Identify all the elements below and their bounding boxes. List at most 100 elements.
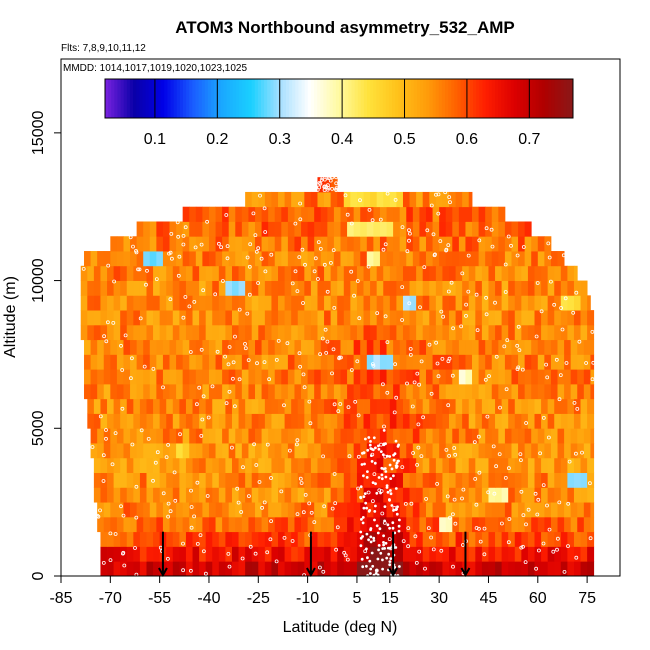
- colorbar-cell: [501, 79, 505, 118]
- heatmap-cell: [281, 502, 289, 518]
- heatmap-cell: [100, 280, 108, 296]
- measurement-point: [524, 522, 528, 527]
- measurement-point: [366, 556, 369, 560]
- y-axis-label: Altitude (m): [2, 276, 19, 358]
- heatmap-cell: [475, 546, 483, 562]
- colorbar-cell: [304, 79, 309, 118]
- heatmap-cell: [425, 443, 433, 459]
- heatmap-cell: [195, 354, 203, 370]
- heatmap-cell: [139, 531, 147, 547]
- heatmap-cell: [498, 221, 506, 237]
- heatmap-cell: [416, 295, 424, 311]
- heatmap-cell: [541, 546, 549, 562]
- heatmap-cell: [560, 531, 568, 547]
- heatmap-cell: [478, 236, 486, 252]
- heatmap-cell: [514, 546, 522, 562]
- heatmap-cell: [123, 428, 131, 444]
- heatmap-cell: [208, 502, 216, 518]
- measurement-point: [373, 518, 376, 522]
- heatmap-cell: [225, 265, 233, 281]
- heatmap-cell: [511, 369, 519, 385]
- heatmap-cell: [429, 324, 437, 341]
- measurement-point: [361, 451, 364, 455]
- measurement-point: [382, 429, 386, 432]
- heatmap-cell: [498, 369, 506, 385]
- heatmap-cell: [317, 413, 325, 429]
- heatmap-cell: [537, 502, 545, 518]
- measurement-point: [312, 520, 317, 524]
- heatmap-cell: [278, 295, 285, 311]
- measurement-point: [394, 546, 398, 549]
- measurement-point: [210, 384, 215, 389]
- heatmap-cell: [373, 251, 381, 267]
- heatmap-cell: [425, 502, 433, 518]
- heatmap-cell: [573, 487, 581, 503]
- heatmap-cell: [107, 531, 115, 547]
- heatmap-cell: [241, 236, 249, 252]
- heatmap-cell: [212, 310, 220, 326]
- heatmap-cell: [103, 369, 111, 385]
- heatmap-cell: [343, 191, 351, 208]
- colorbar-cell: [485, 79, 490, 118]
- measurement-point: [484, 312, 489, 317]
- heatmap-cell: [366, 236, 374, 252]
- colorbar-cell: [491, 79, 496, 118]
- heatmap-cell: [537, 369, 545, 385]
- heatmap-cell: [143, 251, 151, 267]
- heatmap-cell: [511, 502, 519, 518]
- heatmap-cell: [192, 413, 200, 429]
- heatmap-cell: [116, 443, 124, 459]
- heatmap-cell: [307, 206, 315, 222]
- heatmap-cell: [360, 383, 368, 400]
- heatmap-cell: [508, 487, 516, 503]
- measurement-point: [203, 571, 208, 576]
- heatmap-cell: [573, 310, 581, 326]
- measurement-point: [120, 368, 125, 372]
- heatmap-cell: [162, 383, 170, 400]
- measurement-point: [263, 230, 268, 234]
- heatmap-cell: [452, 443, 460, 459]
- heatmap-cell: [317, 531, 325, 547]
- heatmap-cell: [439, 428, 447, 444]
- heatmap-cell: [208, 206, 216, 222]
- heatmap-cell: [264, 398, 272, 414]
- heatmap-cell: [363, 487, 371, 503]
- colorbar-cell: [326, 79, 331, 118]
- heatmap-cell: [327, 251, 335, 267]
- heatmap-cell: [245, 546, 253, 562]
- heatmap-cell: [258, 280, 266, 296]
- heatmap-cell: [320, 206, 328, 222]
- heatmap-cell: [278, 472, 285, 488]
- heatmap-cell: [153, 398, 161, 414]
- heatmap-cell: [330, 531, 338, 547]
- heatmap-cell: [291, 265, 299, 281]
- heatmap-cell: [356, 457, 364, 473]
- heatmap-cell: [251, 546, 259, 562]
- heatmap-cell: [264, 413, 272, 429]
- heatmap-cell: [182, 221, 190, 237]
- heatmap-cell: [182, 369, 190, 385]
- measurement-point: [431, 547, 436, 552]
- measurement-point: [113, 532, 118, 536]
- heatmap-cell: [570, 354, 578, 370]
- heatmap-cell: [261, 369, 269, 385]
- x-tick-label: 45: [480, 590, 498, 607]
- measurement-point: [363, 462, 366, 466]
- colorbar-cell: [535, 79, 540, 118]
- heatmap-cell: [146, 324, 154, 341]
- heatmap-cell: [264, 324, 272, 341]
- heatmap-cell: [218, 398, 226, 414]
- heatmap-cell: [442, 398, 450, 414]
- heatmap-cell: [103, 339, 111, 355]
- heatmap-cell: [521, 324, 529, 341]
- heatmap-cell: [225, 398, 233, 414]
- measurement-point: [337, 356, 342, 361]
- heatmap-cell: [241, 516, 249, 533]
- heatmap-cell: [199, 265, 207, 281]
- heatmap-cell: [100, 324, 108, 341]
- heatmap-cell: [547, 295, 555, 311]
- heatmap-cell: [547, 310, 555, 326]
- heatmap-cell: [435, 310, 443, 326]
- heatmap-cell: [376, 472, 384, 488]
- heatmap-cell: [126, 265, 134, 281]
